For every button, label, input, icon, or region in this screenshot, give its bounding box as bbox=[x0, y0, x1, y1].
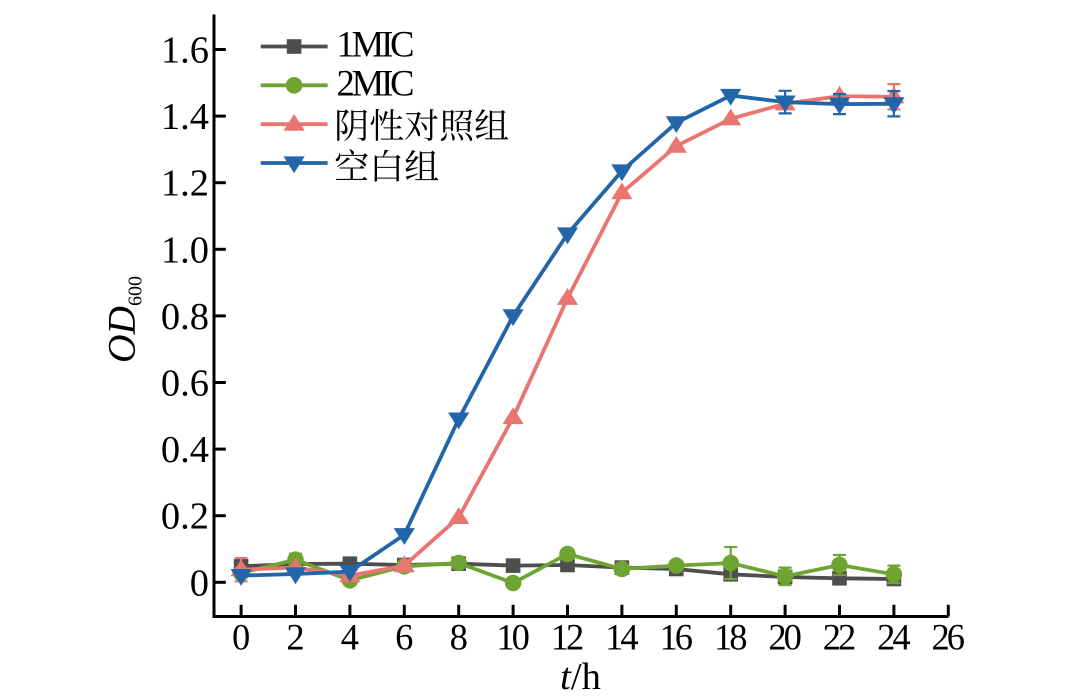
svg-text:1.2: 1.2 bbox=[161, 163, 209, 205]
svg-text:18: 18 bbox=[714, 617, 748, 658]
svg-text:14: 14 bbox=[605, 617, 639, 658]
svg-text:26: 26 bbox=[932, 617, 966, 658]
svg-text:2: 2 bbox=[286, 617, 304, 658]
svg-text:0: 0 bbox=[190, 562, 209, 604]
svg-text:0.4: 0.4 bbox=[161, 429, 209, 471]
svg-text:12: 12 bbox=[551, 617, 585, 658]
svg-text:6: 6 bbox=[395, 617, 413, 658]
svg-text:10: 10 bbox=[496, 617, 530, 658]
svg-text:0.8: 0.8 bbox=[161, 296, 209, 338]
svg-text:0.6: 0.6 bbox=[161, 363, 209, 405]
svg-text:1MIC: 1MIC bbox=[337, 24, 415, 65]
svg-text:24: 24 bbox=[877, 617, 911, 658]
svg-text:4: 4 bbox=[341, 617, 359, 658]
svg-text:22: 22 bbox=[823, 617, 857, 658]
svg-text:OD600: OD600 bbox=[100, 276, 147, 363]
svg-text:0.2: 0.2 bbox=[161, 496, 209, 538]
svg-text:1.6: 1.6 bbox=[161, 30, 209, 72]
svg-text:0: 0 bbox=[232, 617, 250, 658]
svg-text:t/h: t/h bbox=[560, 656, 601, 692]
svg-text:2MIC: 2MIC bbox=[337, 63, 415, 104]
svg-text:8: 8 bbox=[450, 617, 468, 658]
svg-text:1.4: 1.4 bbox=[161, 96, 209, 138]
svg-text:20: 20 bbox=[768, 617, 802, 658]
svg-text:16: 16 bbox=[660, 617, 694, 658]
svg-text:1.0: 1.0 bbox=[161, 229, 209, 271]
